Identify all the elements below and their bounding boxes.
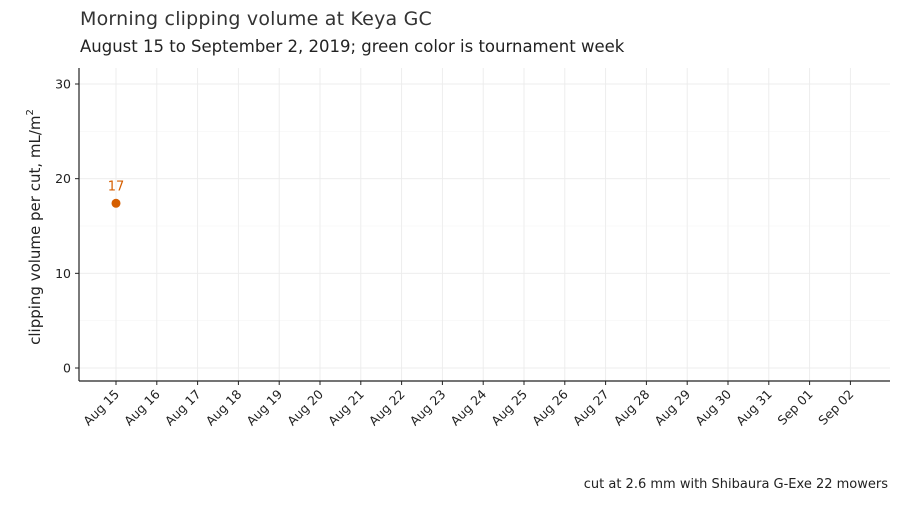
chart-title: Morning clipping volume at Keya GC [80, 8, 432, 30]
x-tick-label: Aug 16 [121, 386, 163, 428]
x-tick-label: Aug 28 [611, 386, 653, 428]
chart-caption: cut at 2.6 mm with Shibaura G-Exe 22 mow… [583, 477, 888, 492]
data-label: 17 [108, 179, 125, 194]
x-tick-label: Aug 22 [366, 387, 408, 429]
y-tick-label: 20 [55, 171, 71, 186]
x-tick-label: Aug 17 [162, 387, 204, 429]
x-tick-label: Aug 29 [651, 386, 693, 428]
y-tick-label: 30 [55, 77, 71, 92]
x-tick-label: Sep 02 [815, 387, 856, 428]
y-axis-label-text: clipping volume per cut, mL/m [26, 115, 44, 344]
x-tick-label: Aug 25 [488, 387, 530, 429]
y-tick-labels: 0 10 20 30 [55, 77, 71, 376]
axes [75, 68, 890, 385]
y-axis-label: clipping volume per cut, mL/m2 [25, 109, 44, 345]
x-tick-label: Aug 23 [407, 387, 449, 429]
chart-subtitle: August 15 to September 2, 2019; green co… [80, 37, 625, 56]
x-tick-label: Aug 24 [447, 386, 489, 428]
x-tick-label: Aug 20 [284, 386, 326, 428]
y-tick-label: 10 [55, 266, 71, 281]
x-tick-label: Aug 18 [203, 386, 245, 428]
x-tick-label: Aug 15 [80, 387, 122, 429]
x-tick-label: Sep 01 [774, 387, 815, 428]
y-axis-label-superscript: 2 [25, 109, 36, 115]
x-tick-label: Aug 19 [243, 386, 285, 428]
x-tick-label: Aug 31 [733, 387, 775, 429]
x-tick-label: Aug 27 [570, 387, 612, 429]
data-points: 17 [108, 179, 125, 208]
y-tick-label: 0 [63, 361, 71, 376]
x-tick-label: Aug 30 [692, 386, 734, 428]
grid-lines [79, 68, 890, 381]
x-tick-label: Aug 21 [325, 387, 367, 429]
x-tick-label: Aug 26 [529, 386, 571, 428]
data-point [111, 198, 121, 208]
